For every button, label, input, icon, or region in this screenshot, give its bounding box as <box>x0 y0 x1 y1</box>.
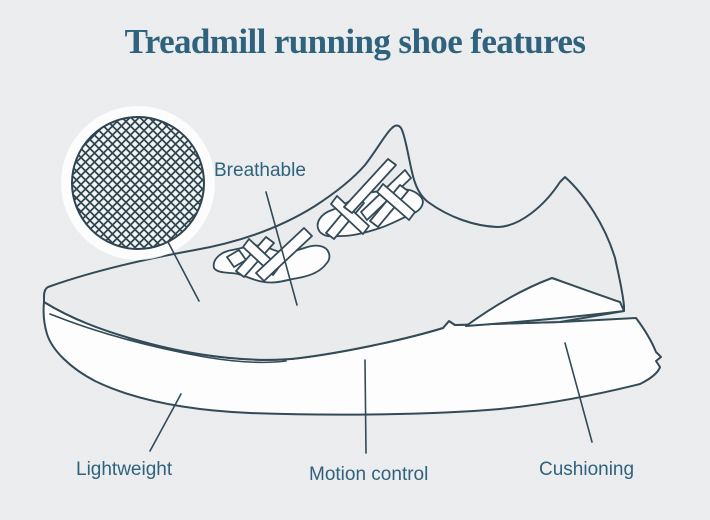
pointer-line-motion-control <box>364 359 367 454</box>
feature-label-lightweight: Lightweight <box>76 459 173 480</box>
pointer-line-lightweight <box>149 393 182 452</box>
heel-counter <box>465 277 625 327</box>
sole-lip-line <box>49 313 287 364</box>
lace-strap <box>255 227 313 282</box>
lace-strap <box>376 183 416 221</box>
shoe-upper <box>43 124 625 361</box>
pointer-line-cushioning <box>564 342 593 443</box>
feature-label-motion-control: Motion control <box>309 464 429 485</box>
lace-strap <box>343 158 397 214</box>
pointer-line-mesh <box>167 241 200 302</box>
mesh-swatch-icon <box>71 116 205 250</box>
feature-label-breathable: Breathable <box>214 160 306 181</box>
laces <box>226 158 416 282</box>
pointer-lines <box>149 191 593 454</box>
feature-label-cushioning: Cushioning <box>539 459 635 480</box>
pointer-line-breathable <box>265 191 298 306</box>
lace-strap <box>330 195 370 235</box>
